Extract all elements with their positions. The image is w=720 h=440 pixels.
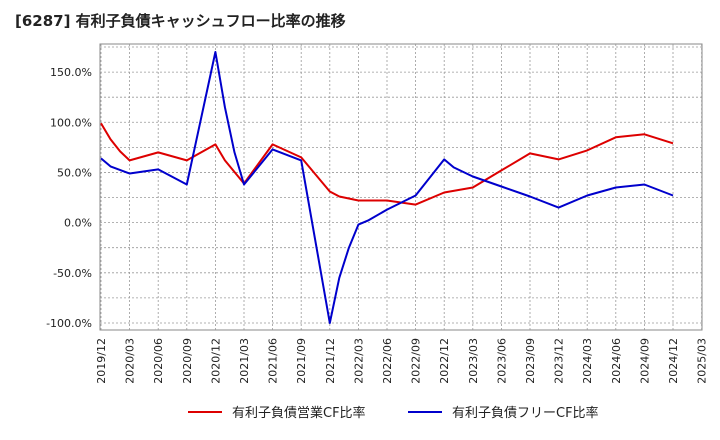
series-line-1 xyxy=(100,51,674,324)
x-tick-label: 2019/12 xyxy=(95,338,108,384)
x-axis-ticks: 2019/12 2020/03 2020/06 2020/09 2020/12 2021/… xyxy=(95,338,709,384)
x-tick-label: 2023/09 xyxy=(524,338,537,384)
x-tick-label: 2020/06 xyxy=(152,338,165,384)
legend-item-operating-cf: 有利子負債営業CF比率 xyxy=(188,402,366,421)
y-tick-label: 150.0% xyxy=(50,66,92,79)
y-tick-label: 100.0% xyxy=(50,116,92,129)
x-tick-label: 2022/12 xyxy=(438,338,451,384)
x-tick-label: 2020/12 xyxy=(209,338,222,384)
y-tick-label: -50.0% xyxy=(53,267,92,280)
legend-item-free-cf: 有利子負債フリーCF比率 xyxy=(408,402,599,421)
chart-title: [6287] 有利子負債キャッシュフロー比率の推移 xyxy=(15,12,346,30)
legend-label-operating-cf: 有利子負債営業CF比率 xyxy=(232,406,366,421)
x-tick-label: 2023/03 xyxy=(467,338,480,384)
x-tick-label: 2025/03 xyxy=(696,338,709,384)
y-tick-label: 50.0% xyxy=(57,166,92,179)
x-tick-label: 2024/09 xyxy=(638,338,651,384)
x-tick-label: 2023/12 xyxy=(553,338,566,384)
x-tick-label: 2021/06 xyxy=(267,338,280,384)
legend-swatch-red xyxy=(188,410,222,413)
x-tick-label: 2020/09 xyxy=(181,338,194,384)
x-tick-label: 2022/06 xyxy=(381,338,394,384)
legend-label-free-cf: 有利子負債フリーCF比率 xyxy=(452,406,599,421)
x-tick-label: 2023/06 xyxy=(495,338,508,384)
series-lines xyxy=(100,51,674,324)
x-tick-label: 2021/12 xyxy=(324,338,337,384)
y-tick-label: -100.0% xyxy=(46,317,92,330)
x-tick-label: 2022/03 xyxy=(352,338,365,384)
series-line-0 xyxy=(100,122,674,206)
x-tick-label: 2024/06 xyxy=(610,338,623,384)
x-tick-label: 2021/09 xyxy=(295,338,308,384)
legend-swatch-blue xyxy=(408,410,442,413)
x-tick-label: 2020/03 xyxy=(124,338,137,384)
x-tick-label: 2021/03 xyxy=(238,338,251,384)
grid-lines xyxy=(100,44,702,330)
y-axis-ticks: 150.0% 100.0% 50.0% 0.0% -50.0% -100.0% xyxy=(46,66,92,330)
y-tick-label: 0.0% xyxy=(64,217,92,230)
x-tick-label: 2022/09 xyxy=(410,338,423,384)
x-tick-label: 2024/12 xyxy=(667,338,680,384)
plot-area xyxy=(99,43,703,331)
x-tick-label: 2024/03 xyxy=(581,338,594,384)
